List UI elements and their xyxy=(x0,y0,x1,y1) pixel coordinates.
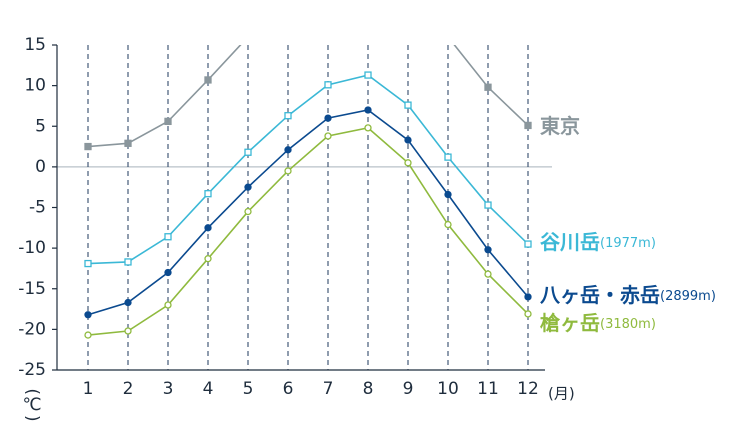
marker xyxy=(484,270,492,278)
series-name: 槍ヶ岳 xyxy=(540,311,600,335)
marker xyxy=(364,124,372,132)
y-tick-label: -20 xyxy=(18,319,46,339)
marker xyxy=(445,34,451,40)
y-tick-label: -15 xyxy=(18,279,46,299)
marker xyxy=(244,148,252,156)
series-line xyxy=(87,109,529,316)
x-tick-label: 5 xyxy=(243,379,254,399)
x-tick-label: 12 xyxy=(517,379,539,399)
marker xyxy=(324,114,332,122)
marker xyxy=(164,233,172,241)
marker xyxy=(84,311,92,319)
series-name: 谷川岳 xyxy=(540,230,600,254)
marker xyxy=(524,310,532,318)
series-label: 谷川岳(1977m) xyxy=(540,230,656,254)
marker xyxy=(404,136,412,144)
marker xyxy=(84,259,92,268)
y-axis-label: (℃) xyxy=(22,388,42,421)
series-label: 東京 xyxy=(540,114,580,138)
marker xyxy=(484,83,492,91)
series-name: 八ヶ岳・赤岳 xyxy=(540,283,660,307)
marker xyxy=(164,301,172,309)
x-tick-label: 1 xyxy=(83,379,94,399)
x-tick-label: 7 xyxy=(323,379,334,399)
marker xyxy=(124,139,132,147)
marker xyxy=(524,240,532,248)
x-axis-label: (月) xyxy=(548,385,575,403)
series-line xyxy=(87,74,529,265)
series-elevation: (2899m) xyxy=(660,289,716,304)
x-tick-label: 8 xyxy=(363,379,374,399)
series-label: 槍ヶ岳(3180m) xyxy=(540,311,656,335)
series-elevation: (3180m) xyxy=(600,317,656,332)
marker xyxy=(524,293,532,301)
marker xyxy=(524,121,532,130)
marker xyxy=(284,146,292,154)
marker xyxy=(444,190,452,199)
x-tick-label: 4 xyxy=(203,379,214,399)
marker xyxy=(484,246,492,254)
marker xyxy=(244,183,252,191)
series-name: 東京 xyxy=(540,114,580,138)
marker xyxy=(444,153,452,161)
marker xyxy=(164,117,172,126)
x-tick-label: 3 xyxy=(163,379,174,399)
series-label: 八ヶ岳・赤岳(2899m) xyxy=(540,283,716,307)
marker xyxy=(84,142,92,151)
marker xyxy=(204,190,212,198)
marker xyxy=(124,327,132,335)
marker xyxy=(284,112,292,120)
y-tick-label: 10 xyxy=(24,76,46,96)
marker xyxy=(404,101,412,109)
marker xyxy=(244,207,252,216)
marker xyxy=(284,167,292,175)
y-tick-label: 5 xyxy=(35,116,46,136)
marker xyxy=(204,76,212,84)
y-tick-label: -5 xyxy=(29,198,46,218)
marker xyxy=(124,298,132,307)
marker xyxy=(364,106,372,114)
x-tick-label: 6 xyxy=(283,379,294,399)
marker xyxy=(84,331,92,339)
marker xyxy=(404,159,412,167)
marker xyxy=(164,268,172,277)
x-tick-label: 10 xyxy=(437,379,459,399)
marker xyxy=(364,71,372,79)
x-tick-label: 11 xyxy=(477,379,499,399)
marker xyxy=(204,255,212,263)
y-tick-label: -25 xyxy=(18,360,46,380)
x-tick-label: 9 xyxy=(403,379,414,399)
marker xyxy=(245,34,251,40)
y-tick-label: 0 xyxy=(35,157,46,177)
series-line xyxy=(87,127,529,336)
marker xyxy=(324,81,332,89)
series-elevation: (1977m) xyxy=(600,236,656,251)
y-tick-label: 15 xyxy=(24,35,46,55)
y-tick-label: -10 xyxy=(18,238,46,258)
marker xyxy=(124,258,132,266)
marker xyxy=(204,224,212,232)
plot-area xyxy=(84,34,532,339)
x-tick-label: 2 xyxy=(123,379,134,399)
marker xyxy=(484,201,492,209)
marker xyxy=(444,220,452,229)
marker xyxy=(324,132,332,140)
